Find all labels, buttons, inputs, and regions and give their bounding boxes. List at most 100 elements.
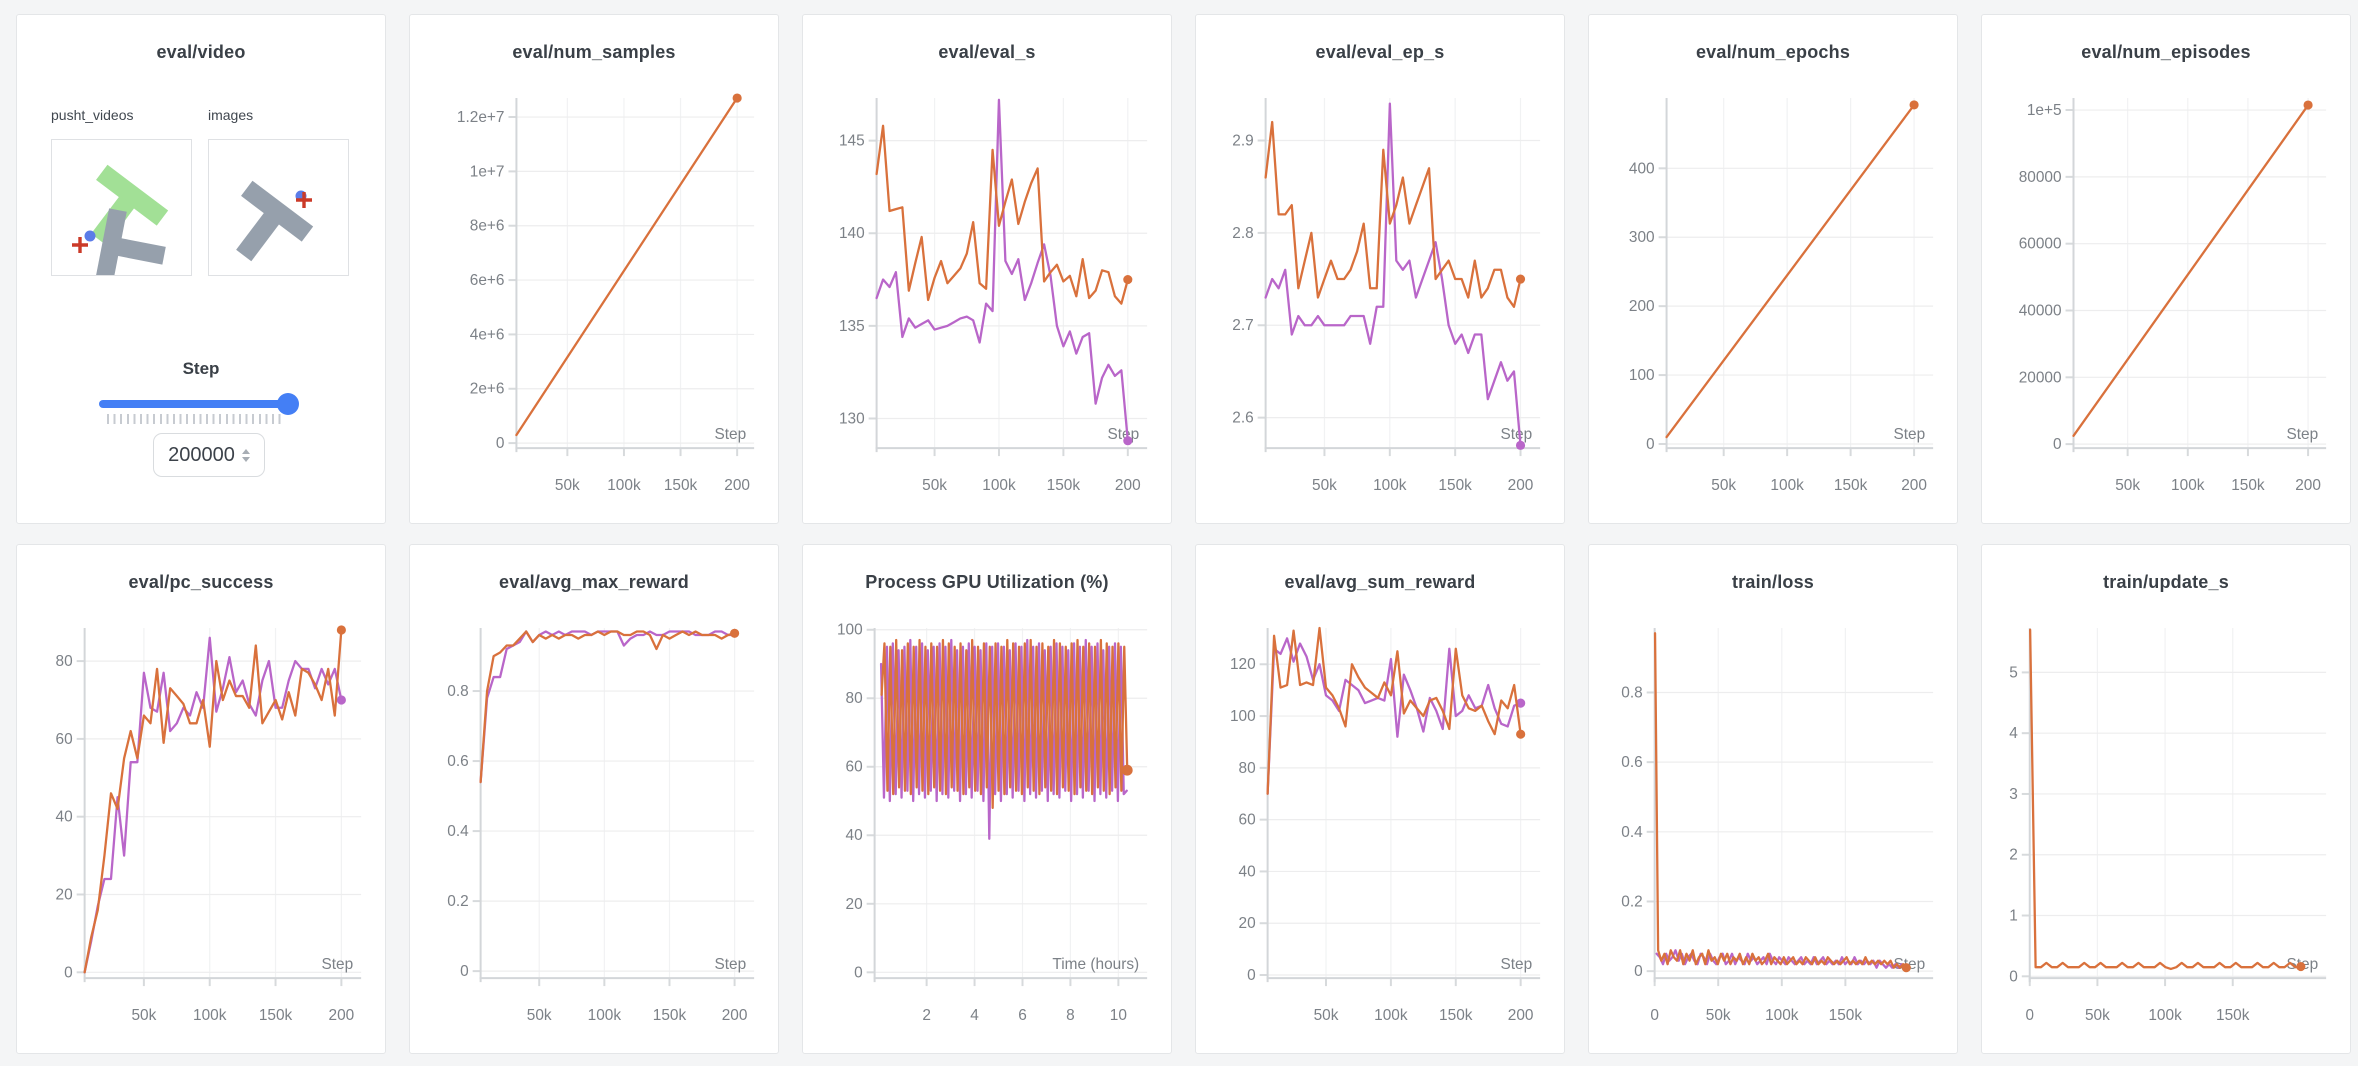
svg-text:100k: 100k: [1765, 1007, 1799, 1024]
stepper-up-icon[interactable]: [241, 448, 250, 454]
svg-text:Time (hours): Time (hours): [1052, 956, 1139, 973]
svg-text:0.6: 0.6: [1621, 754, 1642, 771]
svg-text:130: 130: [839, 410, 865, 427]
video-thumbnail-pusht[interactable]: [51, 139, 192, 283]
panel-gpu-utilization: Process GPU Utilization (%) 2 4 6 8 10 0 20 40 6…: [802, 544, 1172, 1054]
line-chart[interactable]: 50k 100k 150k 200 0 20 40 60 80 Step: [17, 594, 385, 1040]
images-scene-image: [236, 180, 314, 262]
slider-thumb[interactable]: [277, 393, 299, 415]
svg-text:200: 200: [1508, 1007, 1534, 1024]
svg-text:20: 20: [846, 896, 863, 913]
svg-text:200: 200: [1629, 298, 1655, 315]
svg-text:10: 10: [1110, 1007, 1127, 1024]
svg-text:Step: Step: [321, 956, 353, 973]
svg-text:200: 200: [722, 1007, 748, 1024]
svg-text:0: 0: [496, 435, 505, 452]
panel-title: eval/num_episodes: [2081, 42, 2251, 62]
svg-text:0: 0: [1650, 1007, 1659, 1024]
svg-text:2e+6: 2e+6: [470, 381, 505, 398]
panel-title: train/update_s: [2103, 572, 2229, 592]
svg-text:1e+5: 1e+5: [2027, 102, 2062, 119]
panel-title: eval/avg_sum_reward: [1284, 572, 1476, 592]
svg-text:200: 200: [724, 477, 750, 494]
svg-text:40: 40: [56, 809, 73, 826]
svg-text:0.2: 0.2: [447, 893, 468, 910]
svg-text:50k: 50k: [555, 477, 580, 494]
svg-text:6: 6: [1018, 1007, 1027, 1024]
line-chart[interactable]: 050k100k150k012345Step: [1982, 594, 2350, 1040]
panel-eval-num-episodes: eval/num_episodes 50k 100k 150k 200 0 20000 40…: [1981, 14, 2351, 524]
gray-t-block-icon: [236, 180, 314, 262]
panel-title: eval/eval_ep_s: [1315, 42, 1445, 62]
svg-text:50k: 50k: [131, 1007, 156, 1024]
agent-dot-icon: [84, 230, 96, 242]
svg-text:100k: 100k: [1374, 1007, 1408, 1024]
svg-text:150k: 150k: [1834, 477, 1868, 494]
svg-text:150k: 150k: [259, 1007, 293, 1024]
svg-text:100: 100: [1629, 367, 1655, 384]
svg-text:150k: 150k: [1829, 1007, 1863, 1024]
line-chart[interactable]: 50k 100k 150k 200 0 100 200 300 400 Step: [1589, 64, 1957, 510]
svg-text:150k: 150k: [2231, 477, 2265, 494]
svg-text:100k: 100k: [1770, 477, 1804, 494]
svg-text:2.8: 2.8: [1232, 225, 1253, 242]
panel-eval-avg-max-reward: eval/avg_max_reward 50k 100k 150k 200 0 0.2 0.…: [409, 544, 779, 1054]
svg-text:50k: 50k: [2085, 1007, 2110, 1024]
panel-eval-eval-ep-s: eval/eval_ep_s 50k 100k 150k 200 2.6 2.7 2.8 2.…: [1195, 14, 1565, 524]
svg-text:150k: 150k: [664, 477, 698, 494]
svg-text:Step: Step: [1500, 426, 1532, 443]
media-key-label: images: [208, 107, 254, 123]
svg-text:0: 0: [460, 963, 469, 980]
panel-eval-num-samples: eval/num_samples 50k 100k 150k 200 0 2e+6 4e+6…: [409, 14, 779, 524]
svg-text:100k: 100k: [193, 1007, 227, 1024]
svg-text:120: 120: [1230, 656, 1256, 673]
svg-text:60: 60: [56, 731, 73, 748]
svg-text:100k: 100k: [1373, 477, 1407, 494]
panel-eval-avg-sum-reward: eval/avg_sum_reward 50k 100k 150k 200 0 20 40 6…: [1195, 544, 1565, 1054]
line-chart[interactable]: 50k 100k 150k 200 0 0.2 0.4 0.6 0.8 Step: [410, 594, 778, 1040]
svg-text:5: 5: [2009, 664, 2018, 681]
svg-text:300: 300: [1629, 229, 1655, 246]
stepper-down-icon[interactable]: [241, 456, 250, 462]
line-chart[interactable]: 50k 100k 150k 200 0 20000 40000 60000 80000 1e+5 S…: [1982, 64, 2350, 510]
panel-eval-pc-success: eval/pc_success 50k 100k 150k 200 0 20 40 60 80 S…: [16, 544, 386, 1054]
svg-text:50k: 50k: [527, 1007, 552, 1024]
svg-text:150k: 150k: [1439, 1007, 1473, 1024]
svg-text:0: 0: [2009, 968, 2018, 985]
svg-text:40000: 40000: [2019, 302, 2062, 319]
svg-text:0: 0: [64, 964, 73, 981]
svg-text:60000: 60000: [2019, 236, 2062, 253]
panel-title: eval/video: [156, 42, 246, 62]
svg-text:0.4: 0.4: [1621, 824, 1643, 841]
svg-text:6e+6: 6e+6: [470, 272, 505, 289]
panel-title: eval/num_samples: [512, 42, 676, 62]
svg-text:0.6: 0.6: [447, 753, 468, 770]
step-value-input[interactable]: 200000: [153, 433, 265, 477]
svg-text:80: 80: [846, 690, 863, 707]
svg-text:400: 400: [1629, 160, 1655, 177]
panel-title: eval/pc_success: [128, 572, 274, 592]
panel-title: eval/avg_max_reward: [499, 572, 689, 592]
stepper-control[interactable]: [241, 448, 250, 462]
svg-text:Step: Step: [1500, 956, 1532, 973]
line-chart[interactable]: 50k 100k 150k 200 2.6 2.7 2.8 2.9 Step: [1196, 64, 1564, 510]
video-thumbnail-images[interactable]: [208, 139, 349, 276]
svg-text:60: 60: [846, 759, 863, 776]
svg-text:2.6: 2.6: [1232, 410, 1253, 427]
target-cross-icon: [296, 192, 312, 208]
target-cross-icon: [72, 237, 88, 253]
svg-text:20: 20: [56, 886, 73, 903]
svg-text:100k: 100k: [607, 477, 641, 494]
step-slider[interactable]: [99, 393, 299, 415]
svg-text:1e+7: 1e+7: [470, 163, 505, 180]
svg-text:200: 200: [2295, 477, 2321, 494]
svg-text:100: 100: [837, 622, 863, 639]
line-chart[interactable]: 50k 100k 150k 200 0 2e+6 4e+6 6e+6 8e+6 1e+7 1.2e+…: [410, 64, 778, 510]
svg-text:0: 0: [1634, 963, 1643, 980]
line-chart[interactable]: 50k 100k 150k 200 0 20 40 60 80 100 120 Step: [1196, 594, 1564, 1040]
svg-text:4e+6: 4e+6: [470, 326, 505, 343]
